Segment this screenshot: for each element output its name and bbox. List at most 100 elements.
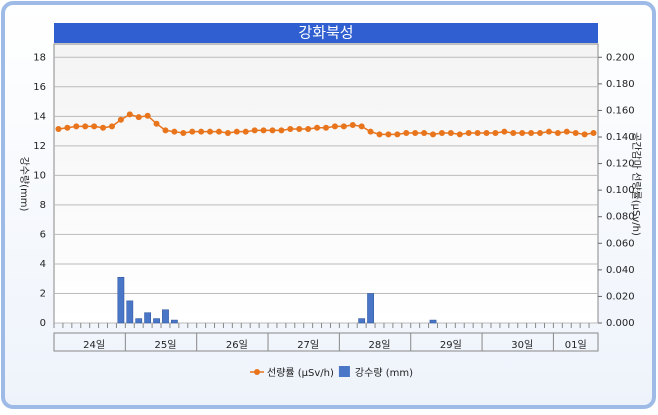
marker [64,124,71,131]
marker [108,123,115,130]
marker [242,128,249,135]
bar [162,309,169,324]
marker [233,128,240,135]
legend-label: 선량률 (µSv/h) [267,367,334,379]
bar [153,318,160,324]
legend-swatch [338,366,350,377]
y2-axis-label: 공간감마 선량률(µSv/h) [630,132,642,236]
marker [135,114,142,121]
marker [528,130,535,137]
marker [456,131,463,138]
marker [537,130,544,137]
bar [126,300,134,324]
legend-label: 강수량 (mm) [355,367,413,379]
marker [198,128,205,135]
y-tick-label: 16 [33,82,46,93]
marker [447,130,454,137]
marker [483,130,490,137]
marker [394,131,401,138]
bar [144,312,152,324]
marker [207,128,214,135]
y2-tick-label: 0.160 [606,105,635,116]
marker [73,123,80,130]
y-tick-label: 0 [40,318,46,329]
y2-tick-label: 0.020 [606,291,635,302]
bar [429,319,437,324]
marker [403,130,410,137]
x-tick-label: 01일 [565,339,587,351]
marker [501,128,508,135]
title-bar [54,23,598,43]
x-tick-label: 26일 [226,339,248,351]
marker [421,130,428,137]
marker [314,124,321,131]
marker [171,128,178,135]
marker [323,124,329,131]
bar [358,318,366,324]
marker [305,126,312,133]
y-tick-label: 18 [33,52,46,63]
marker [117,116,124,123]
marker [519,130,526,137]
chart-title: 강화북성 [298,24,353,42]
bar [367,293,374,324]
x-axis-box [53,332,599,352]
marker [545,128,552,135]
bar [135,318,143,324]
x-tick-label: 27일 [297,339,319,351]
marker [269,127,276,134]
y-tick-label: 2 [40,288,46,299]
marker [349,122,356,129]
marker [385,131,392,138]
marker [340,123,347,130]
marker [492,130,499,137]
marker [260,127,267,134]
marker [581,131,588,138]
x-tick-label: 29일 [440,339,462,351]
marker [510,130,517,137]
marker [412,130,419,137]
y-tick-label: 12 [33,141,46,152]
marker [367,128,374,135]
y2-tick-label: 0.100 [606,185,635,196]
y2-tick-label: 0.120 [606,159,635,170]
marker [91,123,98,130]
marker [126,111,133,118]
legend-marker [254,369,260,375]
marker [563,128,570,135]
marker [331,123,338,130]
marker [572,130,579,137]
marker [162,127,169,134]
y-tick-label: 10 [33,170,46,181]
y2-tick-label: 0.060 [606,238,635,249]
y2-tick-label: 0.140 [606,132,635,143]
marker [296,126,303,133]
y2-tick-label: 0.000 [606,318,635,329]
bar [117,276,125,324]
x-tick-label: 24일 [83,339,105,351]
x-tick-label: 28일 [369,339,391,351]
marker [180,130,187,137]
marker [55,126,62,133]
marker [100,124,107,131]
marker [144,112,151,119]
plot-area [53,43,599,324]
y2-tick-label: 0.080 [606,212,635,223]
y-tick-label: 8 [40,200,46,211]
marker [153,120,160,127]
y2-tick-label: 0.040 [606,265,635,276]
x-tick-label: 25일 [155,339,177,351]
y-tick-label: 14 [33,111,46,122]
marker [251,127,258,134]
bar [171,319,178,324]
y-tick-label: 6 [40,229,46,240]
marker [287,126,294,133]
y2-tick-label: 0.200 [606,52,635,63]
y-tick-label: 4 [40,259,46,270]
marker [430,131,437,138]
marker [224,130,231,137]
marker [215,128,222,135]
marker [438,130,445,137]
